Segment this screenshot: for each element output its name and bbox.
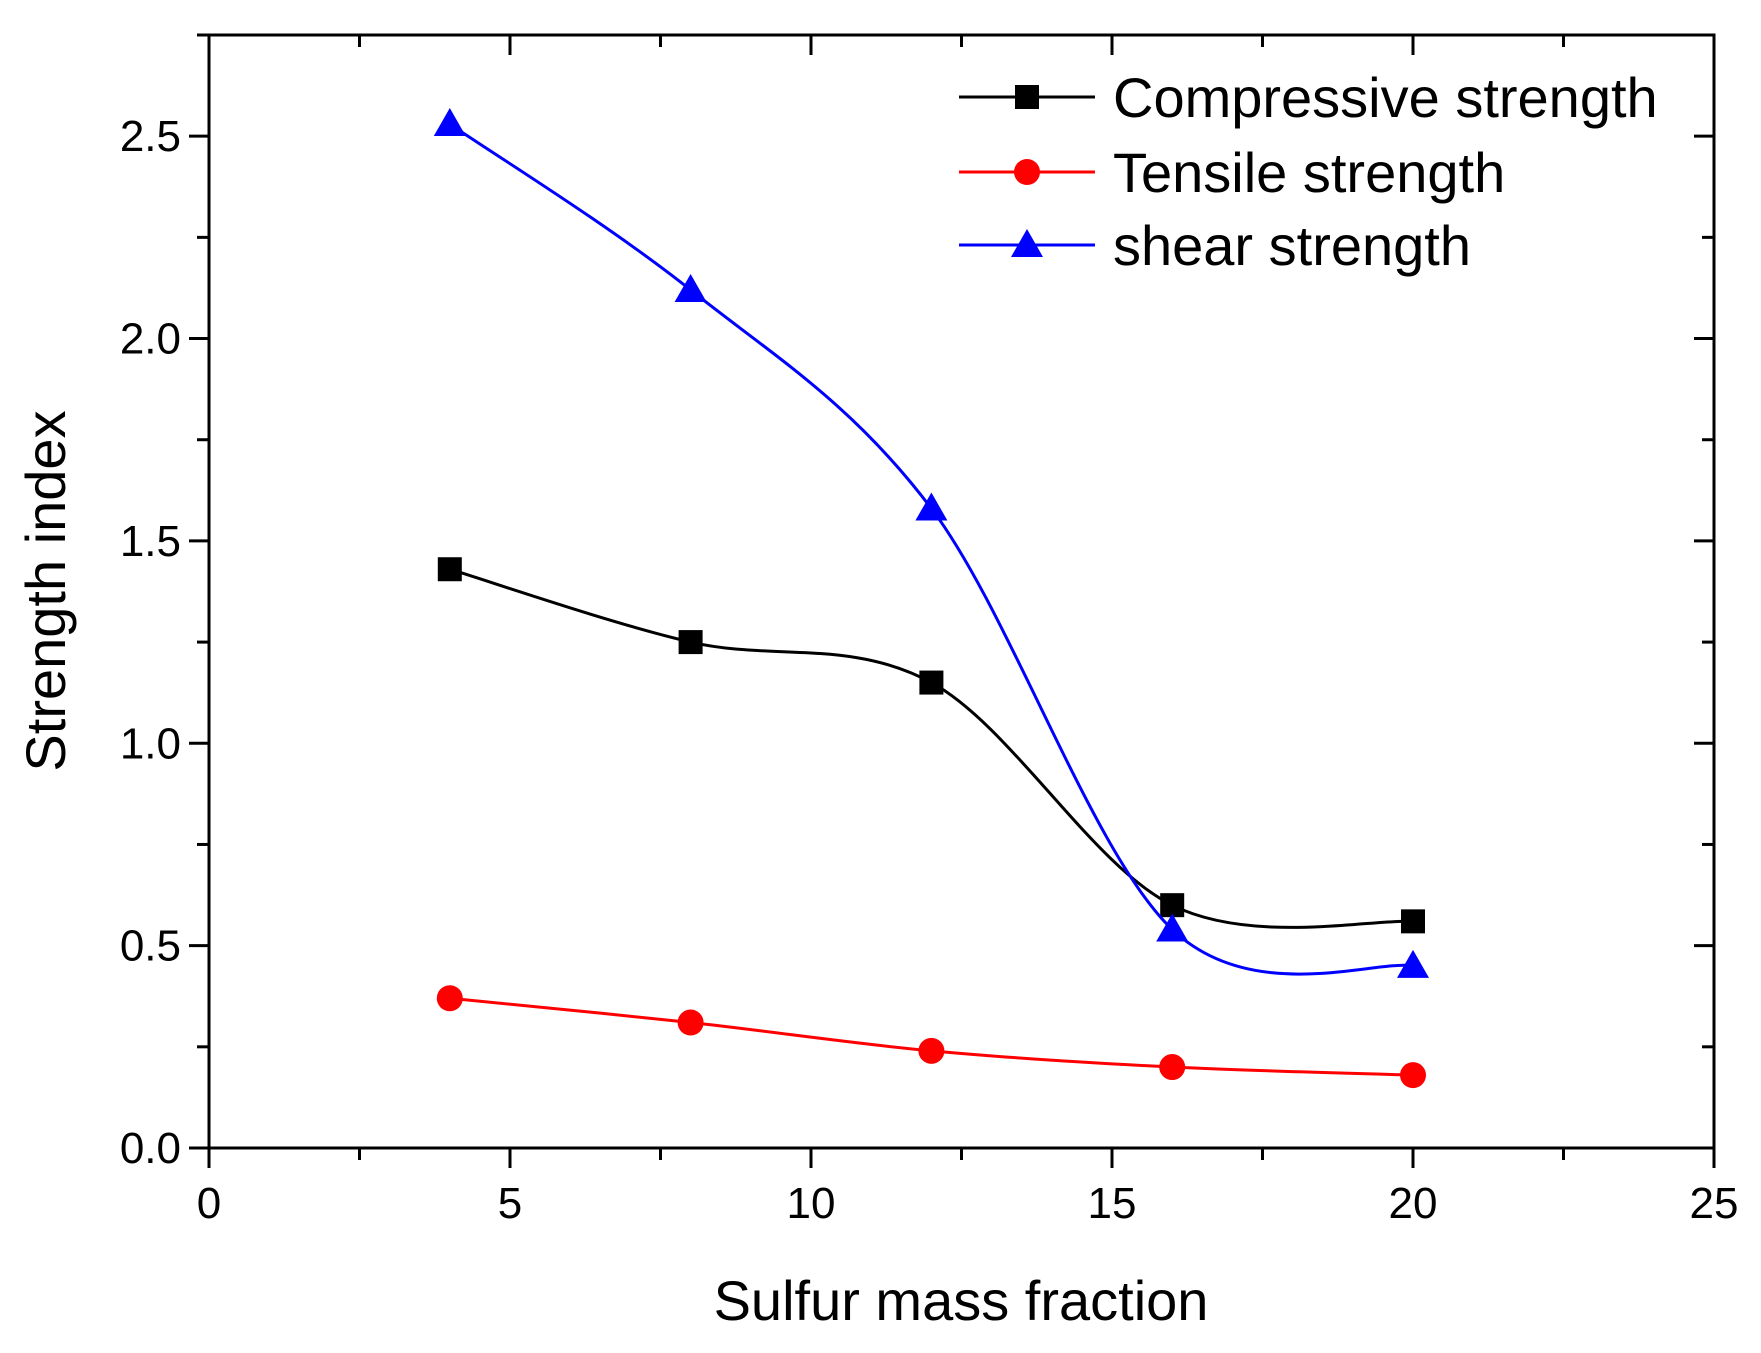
data-point — [1397, 949, 1429, 978]
series-shear-strength — [433, 108, 1429, 978]
legend-label: shear strength — [1113, 214, 1471, 277]
x-tick-label: 15 — [1088, 1179, 1137, 1228]
legend-label: Tensile strength — [1113, 141, 1505, 204]
data-point — [1400, 1062, 1426, 1089]
data-point — [1401, 909, 1425, 934]
legend-marker — [1014, 159, 1040, 185]
y-tick-label: 1.5 — [120, 517, 181, 566]
data-point — [433, 108, 466, 137]
x-tick-label: 5 — [498, 1179, 522, 1228]
data-point — [674, 273, 707, 302]
tick-labels: 0 5 10 15 20 25 0.0 0.5 1.0 1.5 2.0 2.5 — [120, 112, 1739, 1228]
data-point — [437, 557, 462, 582]
data-point — [436, 985, 463, 1012]
y-tick-label: 2.5 — [120, 112, 181, 161]
y-tick-label: 0.0 — [120, 1124, 181, 1173]
x-tick-label: 0 — [197, 1179, 221, 1228]
data-point — [919, 670, 944, 695]
data-point — [918, 1037, 945, 1064]
x-axis-title: Sulfur mass fraction — [714, 1269, 1209, 1332]
legend: Compressive strength Tensile strength shea… — [959, 66, 1658, 277]
data-point — [1159, 1054, 1186, 1081]
series-tensile-strength — [436, 985, 1426, 1089]
series-line — [449, 567, 1414, 929]
x-tick-label: 10 — [787, 1179, 836, 1228]
axis-ticks — [189, 33, 1716, 1168]
data-point — [1156, 913, 1189, 942]
data-point — [677, 1009, 704, 1036]
series-compressive-strength — [437, 557, 1425, 934]
x-tick-label: 25 — [1690, 1179, 1739, 1228]
legend-label: Compressive strength — [1113, 66, 1658, 129]
legend-marker — [1011, 229, 1043, 257]
y-tick-label: 2.0 — [120, 315, 181, 364]
series-layer — [433, 108, 1429, 1089]
data-point — [915, 492, 948, 521]
y-axis-title: Strength index — [14, 410, 77, 771]
legend-marker — [1015, 85, 1039, 109]
data-point — [1160, 893, 1185, 918]
data-point — [678, 630, 703, 655]
y-tick-label: 0.5 — [120, 922, 181, 971]
x-tick-label: 20 — [1389, 1179, 1438, 1228]
y-tick-label: 1.0 — [120, 719, 181, 768]
